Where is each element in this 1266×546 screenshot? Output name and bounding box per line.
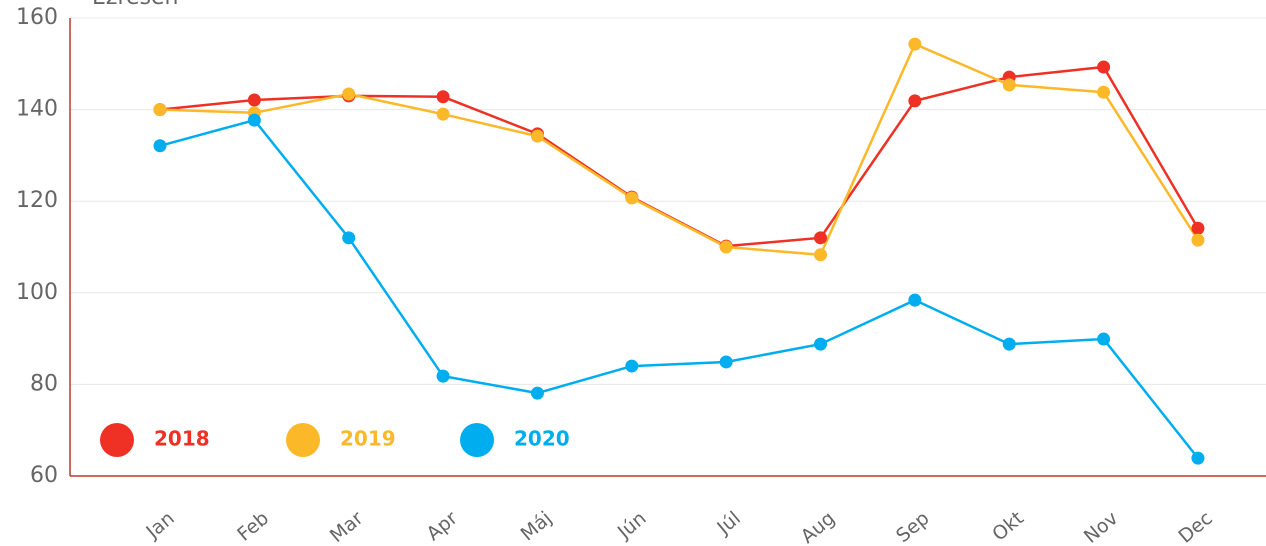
data-point [908, 37, 922, 51]
data-point [1097, 332, 1111, 346]
data-point [908, 293, 922, 307]
y-tick-label: 120 [16, 188, 58, 213]
x-tick-label: Mar [326, 507, 368, 546]
data-point [436, 369, 450, 383]
x-tick-label: Feb [233, 507, 273, 545]
x-tick-label: Okt [988, 507, 1028, 545]
legend-label: 2018 [154, 427, 210, 451]
data-point [342, 231, 356, 245]
legend-item: 2018 [100, 423, 210, 457]
data-point [1097, 85, 1111, 99]
x-tick-label: Júl [712, 507, 744, 539]
legend-swatch [460, 423, 494, 457]
x-tick-label: Dec [1174, 507, 1216, 546]
data-point [247, 93, 261, 107]
data-point [1002, 78, 1016, 92]
data-point [719, 355, 733, 369]
legend-label: 2020 [514, 427, 570, 451]
legend-label: 2019 [340, 427, 396, 451]
data-point [530, 386, 544, 400]
data-point [814, 231, 828, 245]
data-point [1191, 233, 1205, 247]
legend-swatch [286, 423, 320, 457]
data-point [153, 103, 167, 117]
data-point [908, 94, 922, 108]
x-tick-label: Jún [613, 507, 651, 544]
data-point [342, 87, 356, 101]
x-tick-label: Jan [141, 507, 178, 543]
series-line [159, 65, 1200, 248]
y-axis-label: Ezresen [92, 0, 179, 10]
data-point [1002, 337, 1016, 351]
y-tick-label: 60 [30, 463, 58, 488]
x-tick-label: Nov [1080, 507, 1123, 546]
data-point [625, 359, 639, 373]
y-tick-label: 140 [16, 97, 58, 122]
y-tick-label: 160 [16, 5, 58, 30]
data-point [530, 129, 544, 143]
data-point [436, 90, 450, 104]
data-point [625, 191, 639, 205]
data-point [1097, 60, 1111, 74]
data-point [436, 107, 450, 121]
y-tick-label: 100 [16, 280, 58, 305]
data-point [247, 113, 261, 127]
legend-item: 2020 [460, 423, 570, 457]
legend-swatch [100, 423, 134, 457]
x-tick-label: Apr [423, 507, 462, 545]
x-tick-label: Máj [517, 507, 557, 545]
y-tick-label: 80 [30, 371, 58, 396]
data-point [814, 337, 828, 351]
data-point [814, 248, 828, 262]
x-tick-label: Aug [797, 507, 840, 546]
series-line [159, 118, 1199, 459]
data-point [153, 139, 167, 153]
x-tick-label: Sep [892, 507, 934, 546]
data-point [719, 240, 733, 254]
series-line [159, 42, 1200, 257]
legend-item: 2019 [286, 423, 396, 457]
data-point [1191, 221, 1205, 235]
data-point [1191, 451, 1205, 465]
